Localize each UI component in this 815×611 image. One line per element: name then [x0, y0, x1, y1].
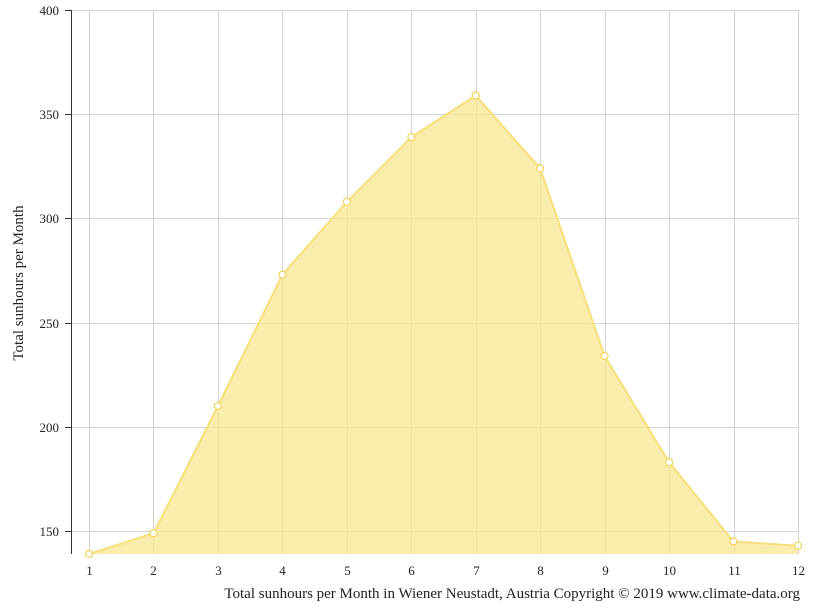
data-point-markers	[84, 91, 803, 559]
data-point	[84, 549, 94, 559]
data-point	[471, 91, 480, 100]
data-point	[793, 541, 803, 550]
x-tick-label: 12	[792, 563, 805, 578]
x-tick-label: 7	[473, 563, 480, 578]
x-axis-ticks: 1 2 3 4 5 6 7 8 9 10 11 12	[86, 563, 805, 578]
y-tick-label: 250	[40, 316, 60, 331]
data-point	[664, 458, 674, 467]
sunhours-area	[89, 95, 798, 554]
chart-caption: Total sunhours per Month in Wiener Neust…	[224, 586, 800, 602]
data-point	[600, 351, 609, 361]
x-tick-label: 4	[279, 563, 286, 578]
x-tick-label: 9	[602, 563, 609, 578]
data-point	[536, 164, 545, 173]
data-point	[342, 197, 351, 206]
y-axis-ticks: 150 200 250 300 350 400	[40, 3, 71, 539]
data-point	[407, 133, 416, 142]
y-tick-label: 350	[40, 107, 60, 122]
y-tick-label: 200	[40, 420, 60, 435]
sunhours-line	[88, 94, 799, 555]
y-tick-label: 400	[40, 3, 60, 18]
data-point	[729, 537, 738, 546]
x-tick-label: 6	[408, 563, 415, 578]
y-axis-title: Total sunhours per Month	[11, 205, 27, 361]
data-point	[149, 529, 158, 538]
x-tick-label: 5	[344, 563, 351, 578]
x-tick-label: 1	[86, 563, 93, 578]
data-point	[213, 401, 222, 411]
y-tick-label: 300	[40, 211, 60, 226]
x-tick-label: 8	[537, 563, 544, 578]
x-tick-label: 3	[215, 563, 222, 578]
y-tick-label: 150	[40, 524, 60, 539]
x-tick-label: 10	[663, 563, 676, 578]
x-tick-label: 2	[150, 563, 157, 578]
data-point	[278, 270, 287, 279]
x-tick-label: 11	[728, 563, 741, 578]
